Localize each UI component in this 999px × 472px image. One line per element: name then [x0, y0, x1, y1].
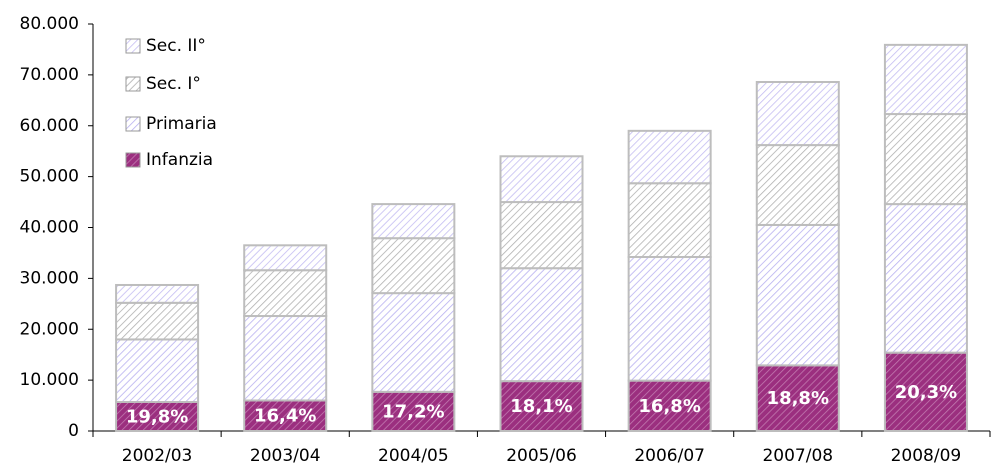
bar-segment — [371, 292, 456, 393]
x-tick-label: 2008/09 — [891, 446, 962, 466]
y-tick-label: 30.000 — [20, 268, 79, 288]
bar-segment — [115, 338, 200, 404]
legend-label: Sec. I° — [146, 74, 201, 94]
share-label: 18,8% — [767, 388, 829, 409]
bar-segment — [883, 113, 968, 206]
y-tick-label: 70.000 — [20, 65, 79, 85]
bar-segment — [499, 201, 584, 270]
legend-swatch — [125, 152, 141, 168]
y-tick-label: 0 — [68, 421, 79, 441]
bar-segment — [755, 144, 840, 226]
y-tick-label: 80.000 — [20, 14, 79, 34]
y-tick-label: 40.000 — [20, 218, 79, 238]
y-tick-label: 10.000 — [20, 370, 79, 390]
legend-swatch — [125, 116, 141, 132]
bar-segment — [115, 301, 200, 341]
x-tick-label: 2007/08 — [762, 446, 833, 466]
legend-swatch — [125, 76, 141, 92]
x-tick-label: 2002/03 — [122, 446, 193, 466]
share-label: 19,8% — [126, 407, 188, 428]
bar-segment — [371, 237, 456, 295]
bar-segment — [371, 390, 456, 433]
bar-segment — [371, 203, 456, 240]
bar-segment — [115, 283, 200, 304]
share-label: 20,3% — [895, 382, 957, 403]
x-tick-label: 2006/07 — [634, 446, 705, 466]
bar-segment — [883, 43, 968, 116]
bar-segment — [243, 244, 328, 272]
y-tick-label: 50.000 — [20, 167, 79, 187]
y-tick-label: 20.000 — [20, 319, 79, 339]
legend-label: Sec. II° — [146, 36, 206, 56]
share-label: 17,2% — [382, 401, 444, 422]
bar-segment — [243, 315, 328, 402]
bar-segment — [627, 182, 712, 259]
x-tick-label: 2003/04 — [250, 446, 321, 466]
bar-segment — [627, 129, 712, 185]
bar-segment — [499, 380, 584, 432]
bar-segment — [627, 256, 712, 382]
x-tick-label: 2005/06 — [506, 446, 577, 466]
bar-segment — [755, 223, 840, 367]
share-label: 16,8% — [638, 396, 700, 417]
legend-swatch — [125, 38, 141, 54]
legend-label: Infanzia — [146, 150, 213, 170]
legend-label: Primaria — [146, 114, 217, 134]
bar-segment — [499, 267, 584, 383]
share-label: 16,4% — [254, 406, 316, 427]
bar-segment — [243, 269, 328, 318]
bar-segment — [627, 379, 712, 433]
bar-segment — [243, 399, 328, 433]
x-tick-label: 2004/05 — [378, 446, 449, 466]
bar-segment — [883, 351, 968, 432]
bar-segment — [755, 80, 840, 147]
y-tick-label: 60.000 — [20, 116, 79, 136]
bar-segment — [499, 155, 584, 204]
bar-segment — [883, 203, 968, 354]
share-label: 18,1% — [510, 396, 572, 417]
